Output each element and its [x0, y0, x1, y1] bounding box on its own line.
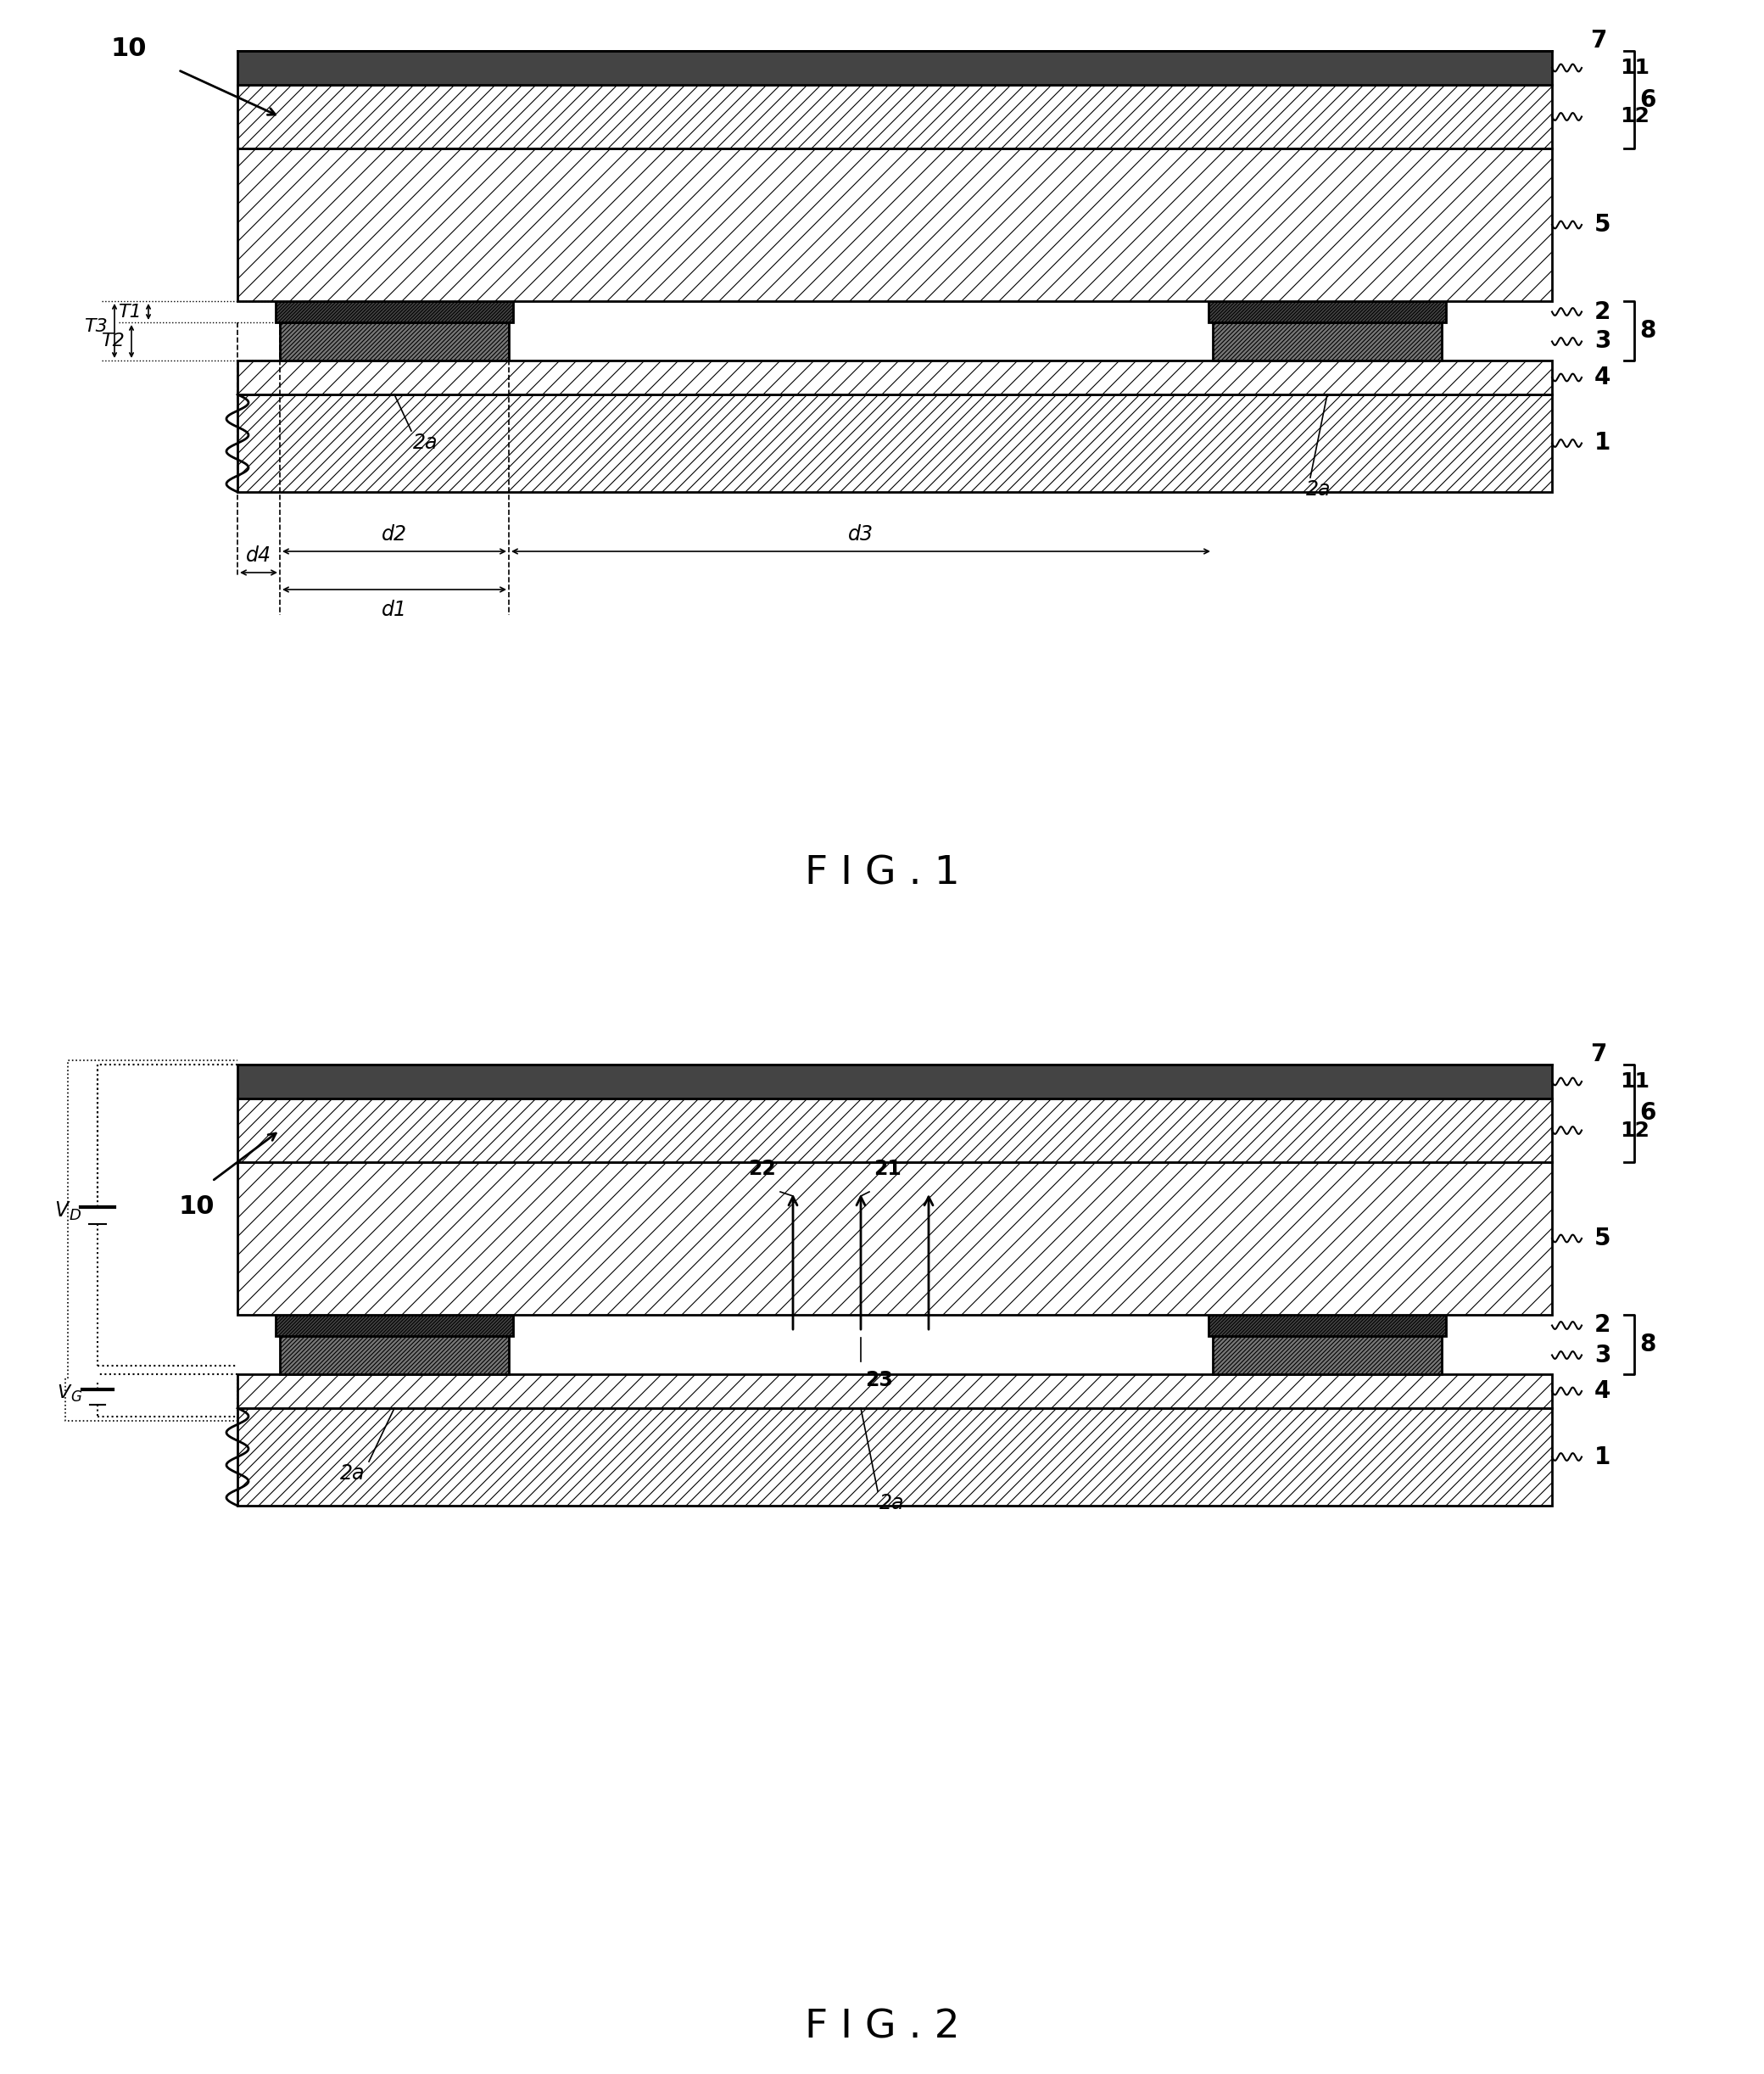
- Text: 4: 4: [1595, 365, 1611, 390]
- Text: 2a: 2a: [340, 1464, 365, 1483]
- Text: 3: 3: [1595, 1344, 1611, 1367]
- Bar: [1214, 1336, 1441, 1375]
- Bar: [238, 1408, 1552, 1506]
- Bar: [280, 321, 508, 361]
- Text: 6: 6: [1639, 1101, 1656, 1126]
- Text: 5: 5: [1595, 1226, 1611, 1251]
- Bar: [238, 394, 1552, 492]
- Text: 10: 10: [178, 1195, 213, 1220]
- Bar: [1208, 1315, 1446, 1336]
- Text: 1: 1: [1595, 1446, 1611, 1468]
- Bar: [1214, 321, 1441, 361]
- Text: T1: T1: [118, 303, 141, 319]
- Bar: [238, 361, 1552, 394]
- Text: 12: 12: [1619, 1120, 1649, 1141]
- Bar: [238, 1099, 1552, 1161]
- Bar: [238, 361, 1552, 394]
- Text: 11: 11: [1619, 58, 1649, 79]
- Text: 12: 12: [1619, 106, 1649, 127]
- Bar: [1214, 321, 1441, 361]
- Text: 2a: 2a: [413, 433, 437, 452]
- Bar: [1208, 301, 1446, 321]
- Bar: [238, 1064, 1552, 1099]
- Text: 2a: 2a: [1305, 479, 1332, 500]
- Bar: [275, 301, 513, 321]
- Text: 2: 2: [1595, 1313, 1611, 1338]
- Text: T3: T3: [85, 317, 108, 336]
- Text: d2: d2: [381, 525, 407, 545]
- Bar: [1214, 1336, 1441, 1375]
- Bar: [1208, 301, 1446, 321]
- Text: D: D: [69, 1207, 81, 1224]
- Text: V: V: [58, 1383, 71, 1402]
- Text: 8: 8: [1639, 319, 1656, 342]
- Text: F I G . 2: F I G . 2: [804, 2008, 960, 2047]
- Bar: [238, 1375, 1552, 1408]
- Text: 2: 2: [1595, 301, 1611, 324]
- Bar: [238, 85, 1552, 149]
- Bar: [238, 1161, 1552, 1315]
- Text: F I G . 1: F I G . 1: [804, 854, 960, 892]
- Bar: [238, 1375, 1552, 1408]
- Bar: [238, 1408, 1552, 1506]
- Text: G: G: [71, 1390, 81, 1404]
- Text: 5: 5: [1595, 214, 1611, 236]
- Text: d3: d3: [848, 525, 873, 545]
- Text: d4: d4: [245, 545, 272, 566]
- Text: 1: 1: [1595, 431, 1611, 454]
- Text: 7: 7: [1589, 29, 1607, 52]
- Bar: [238, 52, 1552, 85]
- Text: d1: d1: [381, 599, 407, 620]
- Bar: [238, 149, 1552, 301]
- Bar: [275, 1315, 513, 1336]
- Text: V: V: [55, 1201, 67, 1222]
- Text: 3: 3: [1595, 330, 1611, 353]
- Text: 4: 4: [1595, 1379, 1611, 1402]
- Text: 10: 10: [109, 37, 146, 60]
- Bar: [238, 1099, 1552, 1161]
- Bar: [275, 1315, 513, 1336]
- Bar: [275, 301, 513, 321]
- Text: 8: 8: [1639, 1334, 1656, 1356]
- Text: 6: 6: [1639, 87, 1656, 112]
- Text: 7: 7: [1589, 1043, 1607, 1066]
- Bar: [280, 1336, 508, 1375]
- Bar: [238, 1161, 1552, 1315]
- Bar: [238, 394, 1552, 492]
- Bar: [1208, 1315, 1446, 1336]
- Text: 21: 21: [873, 1159, 901, 1180]
- Text: 2a: 2a: [880, 1493, 905, 1514]
- Bar: [280, 1336, 508, 1375]
- Text: 11: 11: [1619, 1072, 1649, 1091]
- Text: 23: 23: [864, 1371, 893, 1390]
- Bar: [238, 149, 1552, 301]
- Text: 22: 22: [748, 1159, 776, 1180]
- Bar: [280, 321, 508, 361]
- Bar: [238, 85, 1552, 149]
- Text: T2: T2: [101, 334, 125, 351]
